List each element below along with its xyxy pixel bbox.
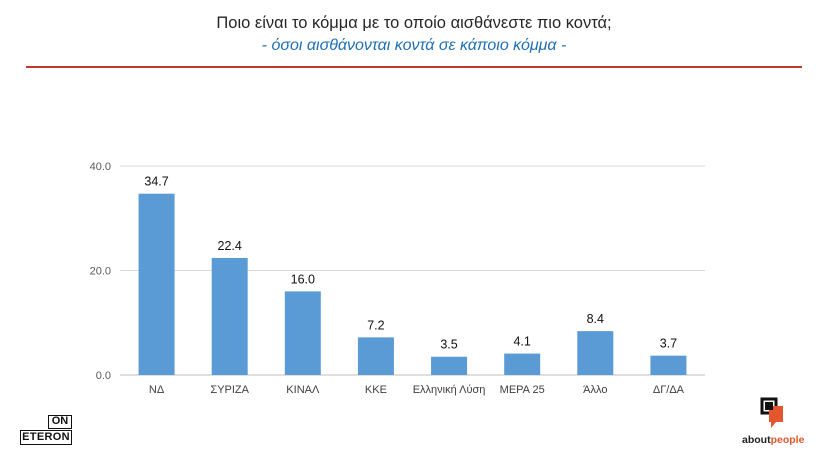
aboutpeople-logo: aboutpeople [742, 397, 812, 447]
data-label: 7.2 [367, 318, 384, 332]
brand-about: about [742, 434, 771, 446]
bar [211, 257, 248, 375]
x-tick-label: ΣΥΡΙΖΑ [210, 384, 249, 396]
aboutpeople-wordmark: aboutpeople [742, 434, 812, 446]
data-label: 4.1 [513, 335, 530, 349]
brand-people: people [770, 434, 805, 446]
bar [650, 355, 687, 375]
y-tick-label: 20.0 [90, 266, 111, 278]
title-divider [26, 66, 802, 68]
bar [504, 353, 541, 375]
logo-eteron-text: ETERON [20, 430, 72, 445]
chart-title: Ποιο είναι το κόμμα με το οποίο αισθάνεσ… [216, 14, 612, 32]
data-label: 3.7 [660, 337, 677, 351]
bar [577, 331, 614, 375]
logo-on-text: ON [48, 415, 72, 429]
data-label: 8.4 [587, 312, 604, 326]
data-label: 34.7 [144, 175, 168, 189]
bar [431, 356, 468, 375]
x-tick-label: Ελληνική Λύση [413, 384, 486, 396]
data-label: 16.0 [291, 272, 315, 286]
data-label: 22.4 [218, 239, 242, 253]
on-eteron-logo: ON ETERON [20, 415, 72, 445]
bar [284, 291, 321, 375]
chart-subtitle: - όσοι αισθάνονται κοντά σε κάποιο κόμμα… [261, 37, 567, 54]
x-tick-label: ΚΚΕ [365, 384, 387, 396]
aboutpeople-mark-icon [760, 397, 783, 428]
x-tick-label: Άλλο [583, 384, 607, 396]
bar [357, 337, 394, 375]
bar [138, 193, 175, 375]
x-tick-label: ΚΙΝΑΛ [286, 384, 320, 396]
data-label: 3.5 [440, 338, 457, 352]
x-tick-label: ΜΕΡΑ 25 [500, 384, 545, 396]
y-tick-label: 0.0 [96, 370, 111, 382]
y-tick-label: 40.0 [90, 161, 111, 173]
x-tick-label: ΔΓ/ΔΑ [653, 384, 685, 396]
x-tick-label: ΝΔ [149, 384, 165, 396]
